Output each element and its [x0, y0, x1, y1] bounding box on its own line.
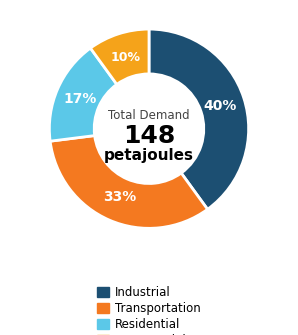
Text: petajoules: petajoules: [104, 148, 194, 163]
Text: 40%: 40%: [203, 98, 237, 113]
Wedge shape: [49, 48, 117, 141]
Text: 10%: 10%: [111, 51, 141, 64]
Wedge shape: [50, 136, 208, 228]
Text: 148: 148: [123, 124, 175, 148]
Wedge shape: [149, 29, 249, 209]
Text: Total Demand: Total Demand: [108, 109, 190, 122]
Wedge shape: [90, 29, 149, 84]
Text: 33%: 33%: [103, 190, 136, 204]
Text: 17%: 17%: [64, 92, 97, 106]
Legend: Industrial, Transportation, Residential, Commercial: Industrial, Transportation, Residential,…: [93, 282, 205, 335]
